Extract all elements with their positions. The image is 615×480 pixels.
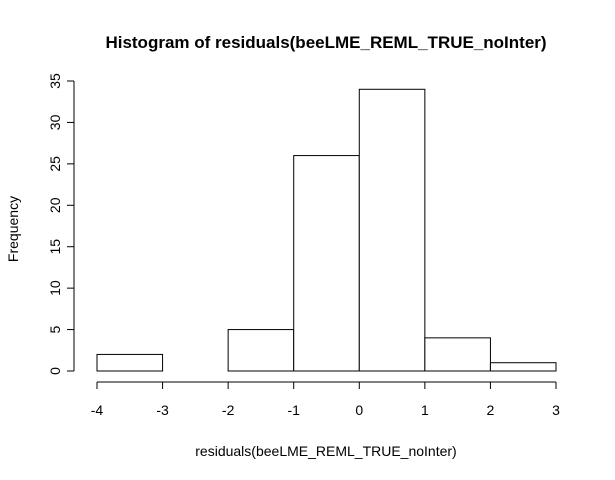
y-tick-label: 0 [47,367,63,375]
histogram-bar [293,155,360,372]
x-axis-label: residuals(beeLME_REML_TRUE_noInter) [195,443,456,459]
x-axis: -4 -3 -2 -1 0 1 2 3 [91,381,560,418]
y-tick-label: 20 [47,197,63,213]
histogram-bars [96,88,557,372]
histogram-bar [424,337,491,372]
y-tick-label: 5 [47,325,63,333]
x-tick-label: -4 [91,402,104,418]
histogram-bar [358,88,426,372]
histogram-bar [96,353,164,372]
histogram-bar [489,362,557,372]
y-tick-label: 10 [47,280,63,296]
x-tick-label: 0 [355,402,363,418]
y-axis: 0 5 10 15 20 25 30 35 [47,73,75,375]
x-tick-label: -1 [287,402,300,418]
y-tick-label: 25 [47,156,63,172]
y-tick-label: 15 [47,239,63,255]
histogram-bar [227,329,295,372]
chart-title: Histogram of residuals(beeLME_REML_TRUE_… [105,33,546,52]
y-tick-label: 35 [47,73,63,89]
x-tick-label: 1 [421,402,429,418]
y-tick-label: 30 [47,114,63,130]
x-tick-label: 3 [552,402,560,418]
x-tick-label: -3 [156,402,169,418]
x-tick-label: 2 [487,402,495,418]
x-tick-label: -2 [222,402,235,418]
y-axis-label: Frequency [5,196,21,262]
